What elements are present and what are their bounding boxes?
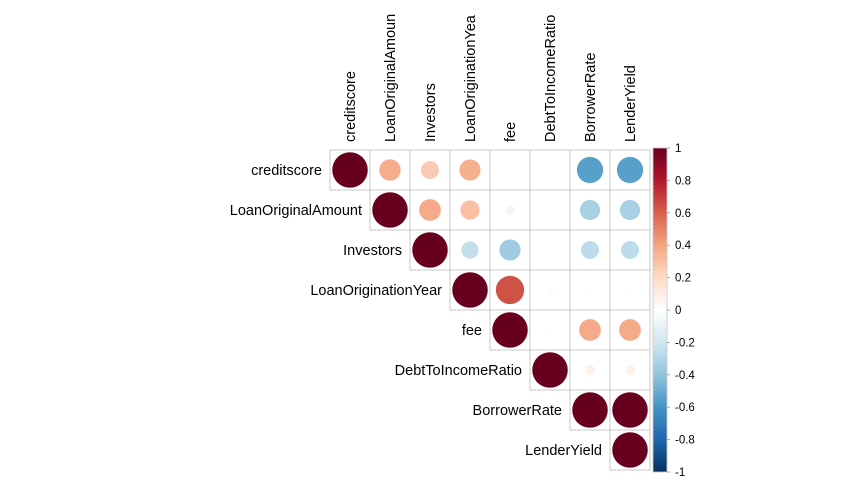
corr-circle-loanoriginalamount-borrowerrate: [579, 199, 601, 221]
cell-2-5: [529, 229, 571, 271]
column-label-fee: fee: [503, 122, 519, 142]
corr-circle-investors-investors: [411, 231, 449, 269]
column-label-creditscore: creditscore: [343, 71, 359, 142]
corr-circle-investors-borrowerrate: [580, 240, 600, 260]
corr-circle-loanoriginalamount-lenderyield: [619, 199, 641, 221]
column-label-lenderyield: LenderYield: [623, 65, 639, 142]
row-label-fee: fee: [462, 323, 482, 339]
column-label-loanoriginationyea: LoanOriginationYea: [463, 14, 479, 142]
corr-circle-loanoriginationyear-lenderyield: [627, 287, 633, 293]
column-label-debttoincomeratio: DebtToIncomeRatio: [543, 15, 559, 142]
row-label-loanoriginalamount: LoanOriginalAmount: [230, 203, 362, 219]
column-label-investors: Investors: [423, 83, 439, 142]
row-label-borrowerrate: BorrowerRate: [473, 403, 562, 419]
legend-tick-label: 0: [675, 305, 681, 317]
corr-circle-loanoriginalamount-loanoriginalamount: [371, 191, 409, 229]
corr-circle-investors-loanoriginationyear: [460, 240, 480, 260]
corr-circle-fee-debttoincomeratio: [547, 327, 553, 333]
cell-1-2: [409, 189, 451, 231]
corr-circle-investors-fee: [498, 238, 522, 262]
row-label-debttoincomeratio: DebtToIncomeRatio: [395, 363, 522, 379]
corr-circle-fee-fee: [491, 311, 529, 349]
column-label-borrowerrate: BorrowerRate: [583, 53, 599, 142]
legend-tick-label: -0.4: [675, 370, 695, 382]
row-label-creditscore: creditscore: [251, 163, 322, 179]
row-label-investors: Investors: [343, 243, 402, 259]
cell-2-3: [449, 229, 491, 271]
corr-circle-loanoriginalamount-investors: [418, 198, 442, 222]
legend-tick-label: 1: [675, 143, 681, 155]
row-label-loanoriginationyear: LoanOriginationYear: [310, 283, 442, 299]
legend-tick-label: -1: [675, 467, 685, 479]
corr-circle-loanoriginationyear-loanoriginationyear: [451, 271, 489, 309]
corr-circle-creditscore-creditscore: [331, 151, 369, 189]
corr-circle-fee-borrowerrate: [578, 318, 602, 342]
row-label-lenderyield: LenderYield: [525, 443, 602, 459]
corr-circle-loanoriginationyear-borrowerrate: [587, 287, 593, 293]
cell-0-4: [489, 149, 531, 191]
corr-circle-loanoriginationyear-fee: [495, 275, 525, 305]
corr-circle-investors-lenderyield: [620, 240, 640, 260]
corr-circle-creditscore-lenderyield: [616, 156, 644, 184]
legend-tick-label: -0.6: [675, 402, 695, 414]
cell-3-7: [609, 269, 651, 311]
legend-tick-label: 0.2: [675, 273, 691, 285]
cell-0-5: [529, 149, 571, 191]
column-label-loanoriginalamoun: LoanOriginalAmoun: [383, 14, 399, 142]
legend-tick-label: -0.2: [675, 337, 695, 349]
corr-circle-fee-lenderyield: [618, 318, 642, 342]
legend-tick-label: -0.8: [675, 435, 695, 447]
corr-circle-lenderyield-lenderyield: [611, 431, 649, 469]
corr-circle-debttoincomeratio-lenderyield: [624, 364, 636, 376]
corr-circle-debttoincomeratio-borrowerrate: [584, 364, 596, 376]
legend-tick-label: 0.4: [675, 240, 692, 252]
corr-circle-creditscore-investors: [420, 160, 440, 180]
corr-circle-debttoincomeratio-debttoincomeratio: [531, 351, 569, 389]
legend-tick-label: 0.8: [675, 175, 691, 187]
color-legend-bar: [652, 147, 668, 473]
corr-circle-creditscore-loanoriginationyear: [458, 158, 482, 182]
corr-circle-loanoriginationyear-debttoincomeratio: [546, 286, 554, 294]
corr-circle-loanoriginalamount-fee: [504, 204, 516, 216]
corr-circle-creditscore-borrowerrate: [576, 156, 604, 184]
corr-circle-borrowerrate-borrowerrate: [571, 391, 609, 429]
cell-1-5: [529, 189, 571, 231]
corr-circle-loanoriginalamount-loanoriginationyear: [459, 199, 481, 221]
legend-tick-label: 0.6: [675, 208, 691, 220]
corr-circle-creditscore-loanoriginalamount: [378, 158, 402, 182]
corr-circle-borrowerrate-lenderyield: [611, 391, 649, 429]
